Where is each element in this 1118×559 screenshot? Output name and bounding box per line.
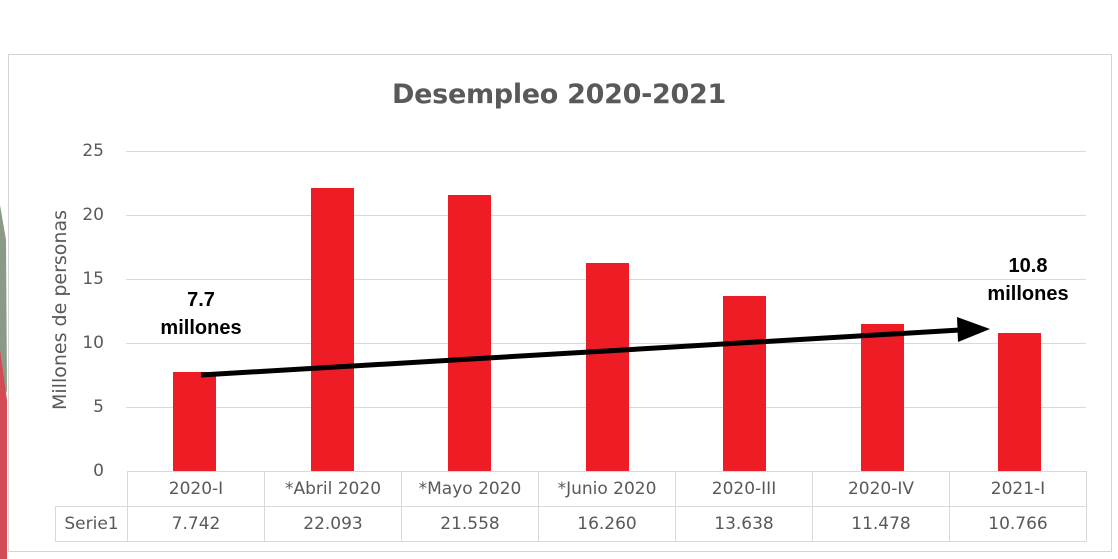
annotation-end-unit: millones [987, 283, 1069, 305]
annotation-end-value: 10.8 [1008, 255, 1048, 277]
annotation-start-value: 7.7 [187, 289, 215, 311]
data-table: 2020-I *Abril 2020 *Mayo 2020 *Junio 2020 20… [55, 471, 1087, 542]
category-label: 2021-I [949, 471, 1087, 507]
value-cell: 11.478 [812, 506, 950, 542]
y-tick-label: 0 [93, 461, 104, 481]
bar [860, 324, 904, 471]
value-cell: 10.766 [949, 506, 1087, 542]
annotation-start-unit: millones [160, 317, 242, 339]
bar [723, 296, 766, 471]
bar [998, 333, 1041, 471]
data-table-category-row: 2020-I *Abril 2020 *Mayo 2020 *Junio 2020 20… [56, 471, 1087, 507]
y-tick-label: 15 [82, 269, 104, 289]
value-cell: 21.558 [401, 506, 539, 542]
value-cell: 7.742 [127, 506, 265, 542]
y-axis-label: Millones de personas [49, 210, 71, 410]
category-label: 2020-III [675, 471, 813, 507]
category-label: *Junio 2020 [538, 471, 676, 507]
annotation-start: 7.7 millones [160, 286, 241, 342]
y-tick-label: 10 [82, 333, 104, 353]
value-cell: 22.093 [264, 506, 402, 542]
y-tick-label: 20 [82, 205, 104, 225]
chart-title: Desempleo 2020-2021 [392, 79, 726, 110]
background-edge-shape [0, 205, 7, 559]
bar [173, 371, 216, 471]
category-label: *Abril 2020 [264, 471, 402, 507]
series-label: Serie1 [55, 506, 128, 542]
y-tick-label: 25 [82, 141, 104, 161]
data-table-corner [56, 472, 128, 507]
value-cell: 13.638 [675, 506, 813, 542]
bar [310, 188, 354, 471]
gridline [126, 215, 1086, 216]
data-table-value-row: Serie1 7.742 22.093 21.558 16.260 13.638 11.4… [55, 506, 1087, 542]
category-label: 2020-IV [812, 471, 950, 507]
gridline [126, 151, 1086, 152]
bar [585, 262, 629, 471]
category-label: 2020-I [127, 471, 265, 507]
value-cell: 16.260 [538, 506, 676, 542]
y-tick-label: 5 [93, 397, 104, 417]
bar [448, 195, 491, 471]
category-label: *Mayo 2020 [401, 471, 539, 507]
annotation-end: 10.8 millones [987, 252, 1068, 308]
